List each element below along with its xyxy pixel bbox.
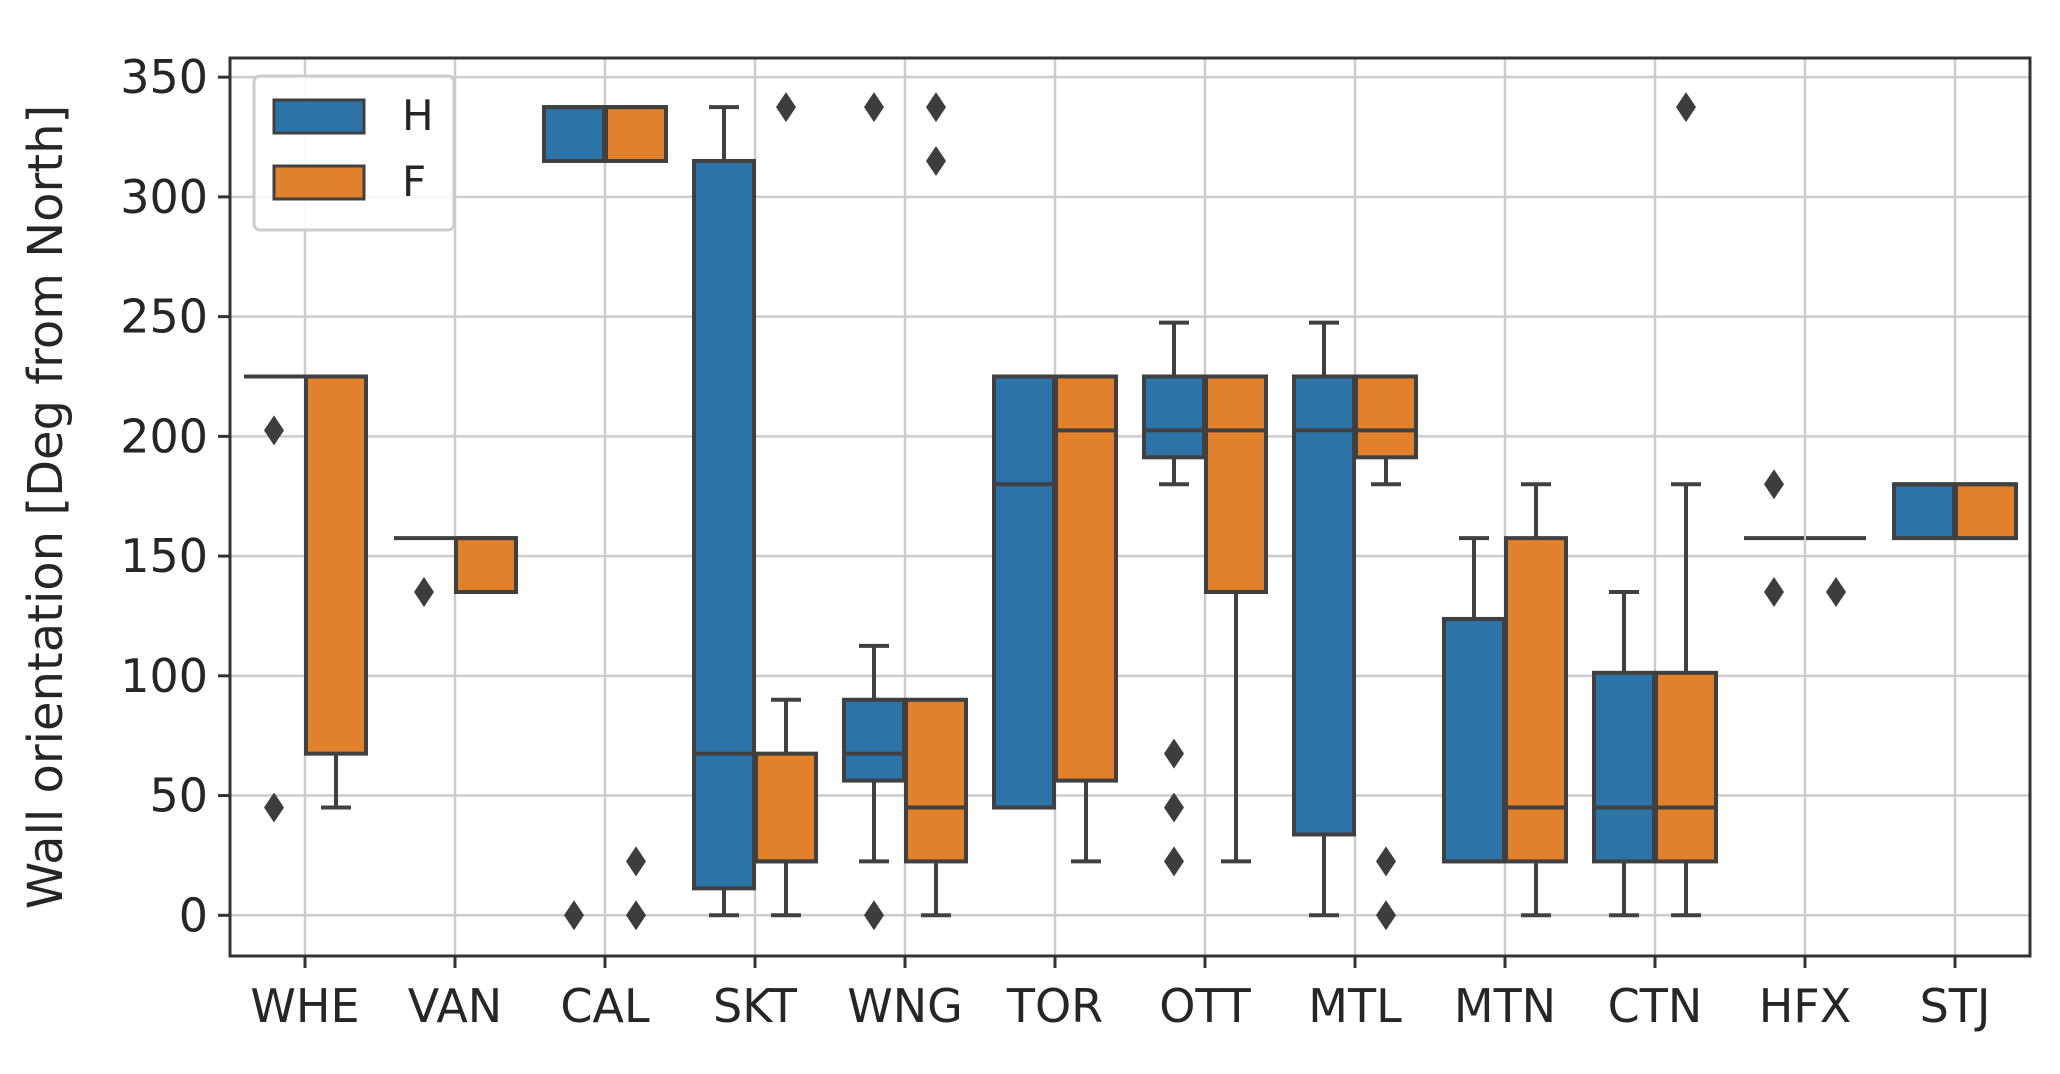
box-body — [1892, 482, 1956, 541]
box-body — [992, 374, 1056, 810]
box-H-MTL — [1292, 320, 1356, 918]
box-body — [542, 105, 606, 163]
box-F-MTL — [1354, 374, 1418, 931]
box-H-VAN — [394, 536, 454, 608]
y-tick-label: 200 — [120, 409, 208, 463]
box-F-CAL — [604, 105, 668, 931]
x-tick-label: SKT — [713, 979, 798, 1033]
outlier-point — [926, 92, 946, 123]
grid-lines — [230, 58, 2030, 956]
outlier-point — [1164, 846, 1184, 877]
y-axis: 0 50 100 150 200 250 300 350 — [120, 50, 230, 942]
x-tick-label: STJ — [1920, 979, 1991, 1033]
box-H-HFX — [1744, 469, 1804, 608]
box-H-CAL — [542, 105, 606, 931]
outlier-point — [264, 792, 284, 823]
box-body — [1054, 374, 1118, 783]
x-tick-label: OTT — [1159, 979, 1251, 1033]
x-tick-label: WHE — [250, 979, 359, 1033]
box-F-WNG — [904, 92, 968, 918]
y-tick-label: 350 — [120, 50, 208, 104]
legend: HF — [252, 74, 456, 232]
box-body — [904, 697, 968, 864]
y-tick-label: 100 — [120, 649, 208, 703]
box-body — [1654, 670, 1718, 864]
box-F-WHE — [304, 374, 368, 810]
y-axis-label: Wall orientation [Deg from North] — [18, 105, 74, 909]
box-H-TOR — [992, 374, 1056, 810]
box-F-SKT — [754, 92, 818, 918]
box-body — [754, 751, 818, 864]
outlier-point — [626, 846, 646, 877]
box-body — [1442, 616, 1506, 864]
outlier-point — [264, 415, 284, 446]
x-tick-label: MTN — [1454, 979, 1556, 1033]
box-body — [1504, 536, 1568, 864]
box-body — [1354, 374, 1418, 460]
box-F-STJ — [1954, 482, 2018, 541]
x-tick-label: VAN — [408, 979, 502, 1033]
outlier-point — [1826, 577, 1846, 608]
outlier-point — [626, 900, 646, 931]
x-tick-label: WNG — [847, 979, 963, 1033]
y-tick-label: 250 — [120, 290, 208, 344]
box-body — [1954, 482, 2018, 541]
box-F-HFX — [1806, 536, 1866, 608]
box-H-MTN — [1442, 536, 1506, 864]
box-body — [1204, 374, 1268, 595]
box-body — [1142, 374, 1206, 460]
box-H-SKT — [692, 105, 756, 918]
box-F-CTN — [1654, 92, 1718, 918]
outlier-point — [1676, 92, 1696, 123]
outlier-point — [926, 145, 946, 176]
box-H-CTN — [1592, 590, 1656, 918]
outlier-point — [864, 900, 884, 931]
x-axis: WHE VAN CAL SKT WNG TOR OTT MTL MTN CTN HFX STJ — [250, 956, 1990, 1033]
box-body — [842, 697, 906, 783]
legend-label-H: H — [402, 91, 434, 140]
outlier-point — [1164, 792, 1184, 823]
x-tick-label: CTN — [1608, 979, 1703, 1033]
outlier-point — [776, 92, 796, 123]
box-F-TOR — [1054, 374, 1118, 864]
outlier-point — [1376, 900, 1396, 931]
box-H-WNG — [842, 92, 906, 931]
outlier-point — [864, 92, 884, 123]
y-tick-label: 50 — [149, 769, 208, 823]
axes-frame — [228, 56, 2032, 958]
outlier-point — [1164, 738, 1184, 769]
y-tick-label: 300 — [120, 170, 208, 224]
box-body — [1592, 670, 1656, 864]
outlier-point — [1376, 846, 1396, 877]
outlier-point — [414, 577, 434, 608]
legend-swatch-F — [272, 164, 366, 201]
box-F-MTN — [1504, 482, 1568, 918]
x-tick-label: TOR — [1006, 979, 1103, 1033]
outlier-point — [1764, 469, 1784, 500]
legend-label-F: F — [402, 157, 426, 206]
box-H-STJ — [1892, 482, 1956, 541]
plot-area — [244, 92, 2018, 931]
box-H-WHE — [244, 374, 304, 823]
outlier-point — [1764, 577, 1784, 608]
y-tick-label: 150 — [120, 529, 208, 583]
y-tick-label: 0 — [179, 888, 208, 942]
x-tick-label: CAL — [560, 979, 650, 1033]
box-body — [692, 158, 756, 891]
x-tick-label: MTL — [1308, 979, 1402, 1033]
box-body — [454, 536, 518, 595]
box-H-OTT — [1142, 320, 1206, 877]
box-F-VAN — [454, 536, 518, 595]
legend-swatch-H — [272, 98, 366, 135]
box-body — [1292, 374, 1356, 837]
x-tick-label: HFX — [1759, 979, 1852, 1033]
outlier-point — [564, 900, 584, 931]
box-body — [604, 105, 668, 163]
box-F-OTT — [1204, 374, 1268, 864]
box-body — [304, 374, 368, 756]
